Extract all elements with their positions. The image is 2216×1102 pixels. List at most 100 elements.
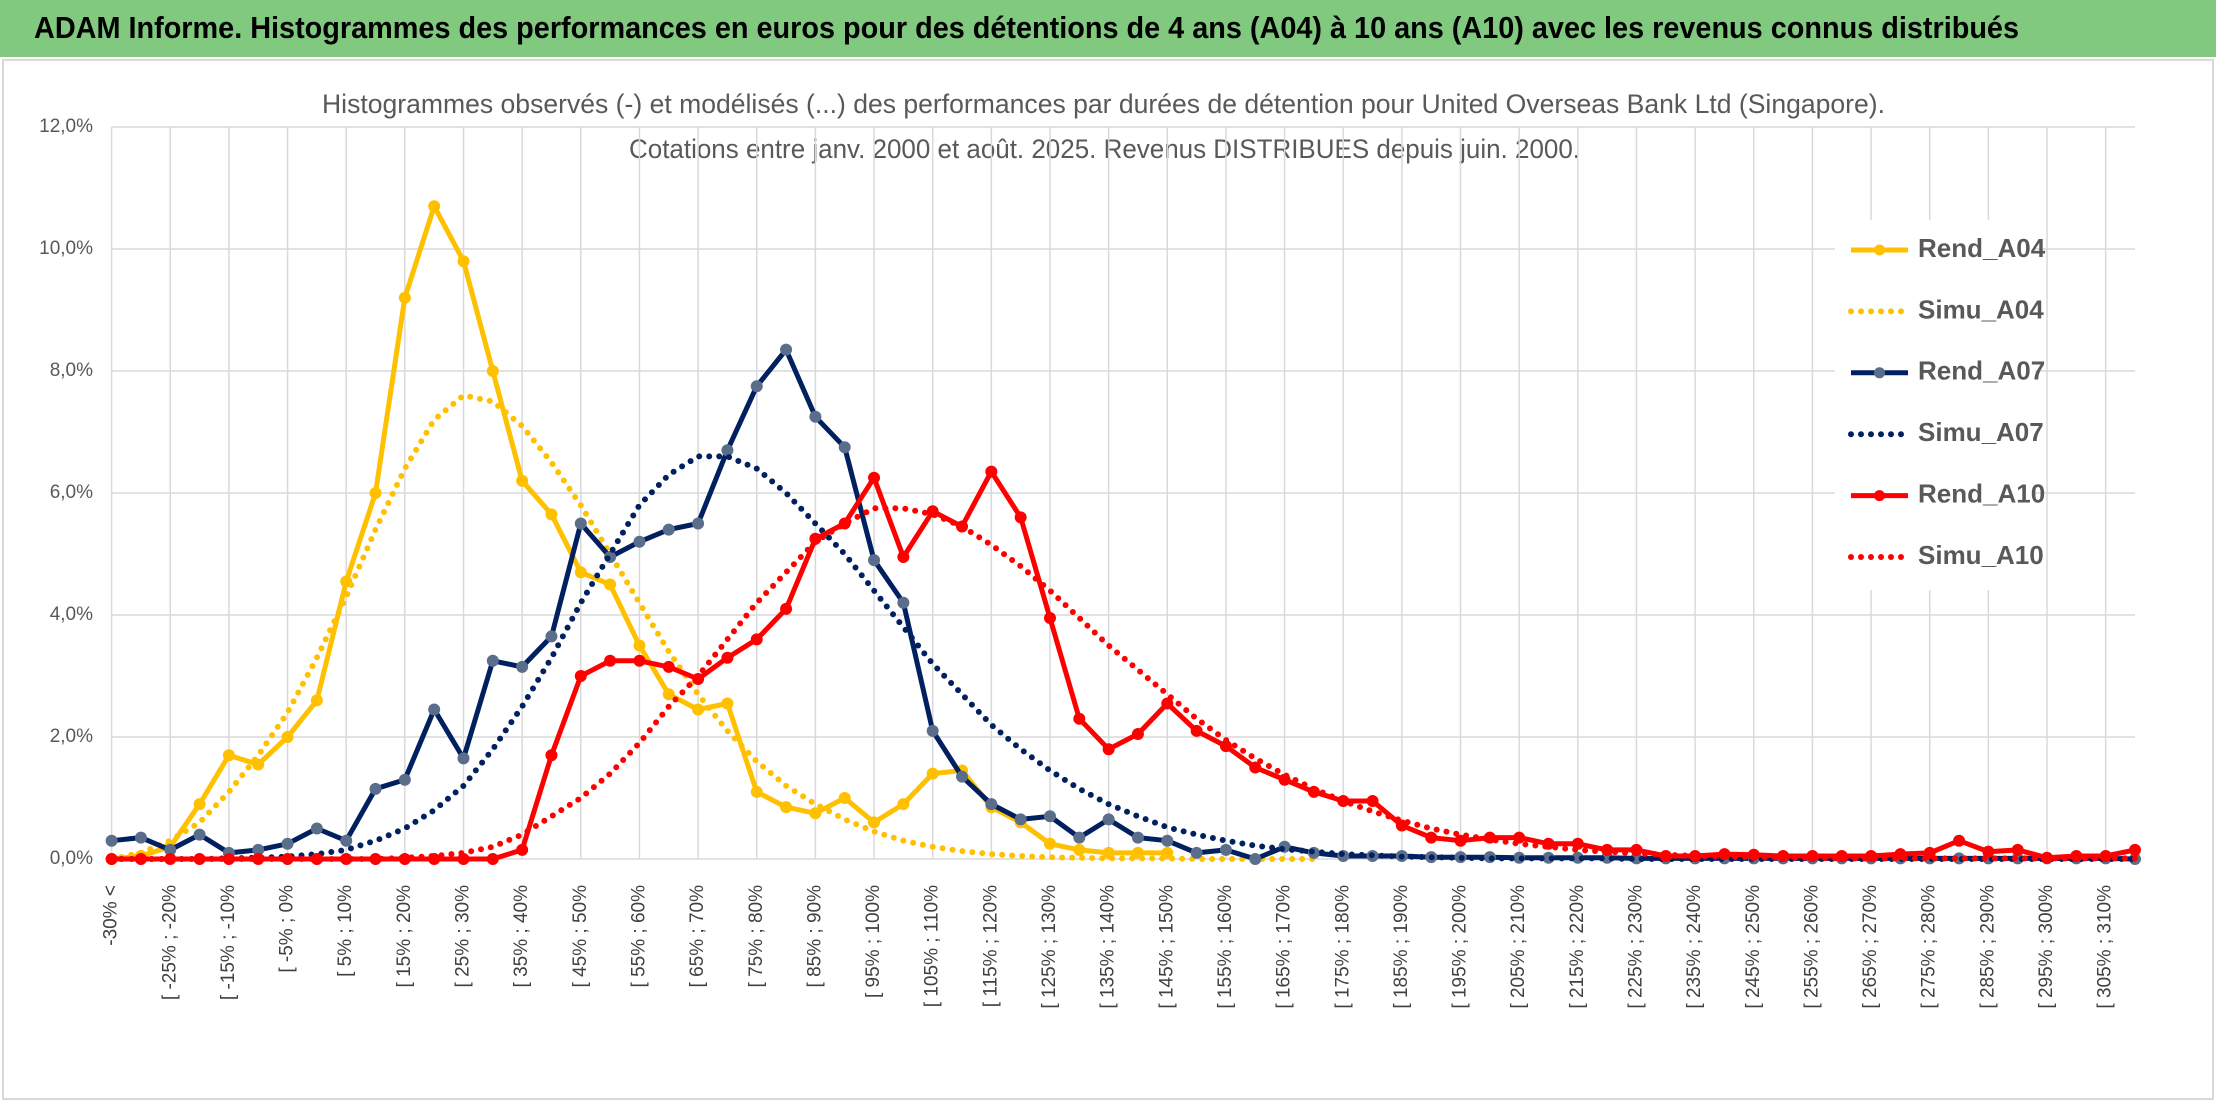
data-point xyxy=(1014,511,1027,524)
data-point xyxy=(838,792,851,804)
grid: 0,0% 2,0% 4,0% 6,0% 8,0% 10,0% 12,0% -30% < [ -2… xyxy=(39,116,2135,1009)
y-tick-label: 4,0% xyxy=(50,604,93,625)
data-point xyxy=(692,703,705,716)
data-point xyxy=(1131,846,1144,859)
chart-title: ADAM Informe. Histogrammes des performan… xyxy=(34,10,2019,45)
chart-subtitle: Cotations entre janv. 2000 et août. 2025… xyxy=(629,134,1580,164)
x-tick-label: [ 195% ; 200% xyxy=(1450,885,1471,1009)
data-point xyxy=(281,837,294,850)
x-tick-label: [ 55% ; 60% xyxy=(628,885,649,988)
data-point xyxy=(868,471,881,484)
data-point xyxy=(574,670,587,682)
data-point xyxy=(750,633,763,646)
data-point xyxy=(868,816,881,829)
data-point xyxy=(1953,834,1966,847)
data-point xyxy=(1923,846,1936,859)
x-tick-label: [ 295% ; 300% xyxy=(2036,885,2057,1009)
x-tick-label: [ 145% ; 150% xyxy=(1156,885,1177,1009)
data-point xyxy=(662,660,675,673)
x-tick-label: [ 185% ; 190% xyxy=(1391,885,1412,1009)
data-point xyxy=(574,566,587,579)
series-line xyxy=(108,453,2138,862)
data-point xyxy=(1161,697,1174,710)
series-line xyxy=(108,505,2138,862)
x-tick-label: [ 75% ; 80% xyxy=(746,885,767,988)
data-point xyxy=(340,834,353,847)
x-tick-label: [ 35% ; 40% xyxy=(511,885,532,988)
data-point xyxy=(692,517,705,530)
data-point xyxy=(750,785,763,798)
x-tick-label: [ 255% ; 260% xyxy=(1801,885,1822,1009)
data-point xyxy=(633,639,646,652)
x-tick-label: [ 125% ; 130% xyxy=(1039,885,1060,1009)
x-tick-label: [ 95% ; 100% xyxy=(863,885,884,998)
data-point xyxy=(1131,831,1144,844)
data-point xyxy=(1513,831,1526,844)
data-point xyxy=(897,551,910,564)
data-point xyxy=(926,724,939,737)
data-point xyxy=(1366,795,1379,808)
data-point xyxy=(1161,834,1174,847)
x-tick-label: [ 85% ; 90% xyxy=(804,885,825,988)
legend-label: Rend_A07 xyxy=(1918,356,2045,386)
data-point xyxy=(662,688,675,701)
data-point xyxy=(633,535,646,548)
data-point xyxy=(809,807,822,820)
legend: Rend_A04 Simu_A04 Rend_A07 Simu_A07 Rend_A10… xyxy=(1835,220,2046,590)
data-point xyxy=(545,630,558,643)
data-point xyxy=(868,554,881,567)
data-point xyxy=(1190,724,1203,737)
x-tick-label: -30% < xyxy=(101,885,122,946)
data-point xyxy=(750,380,763,393)
data-point xyxy=(486,365,499,377)
chart-subtitle: Histogrammes observés (-) et modélisés (… xyxy=(322,89,1885,119)
legend-label: Rend_A10 xyxy=(1918,478,2045,508)
x-tick-label: [ 5% ; 10% xyxy=(335,885,356,977)
data-point xyxy=(281,731,294,743)
data-point xyxy=(985,465,998,478)
x-tick-label: [ 25% ; 30% xyxy=(453,885,474,988)
x-tick-label: [ 245% ; 250% xyxy=(1743,885,1764,1009)
data-point xyxy=(1982,845,1995,858)
legend-label: Rend_A04 xyxy=(1918,233,2046,263)
chart-frame xyxy=(2,59,2214,1100)
data-point xyxy=(486,853,499,865)
data-point xyxy=(897,798,910,811)
data-point xyxy=(1073,712,1086,725)
legend-label: Simu_A04 xyxy=(1918,294,2044,324)
data-point xyxy=(1131,727,1144,740)
x-tick-label: [ -25% ; -20% xyxy=(159,885,180,1000)
data-point xyxy=(398,291,411,304)
data-point xyxy=(457,255,470,268)
data-point xyxy=(1425,831,1438,844)
data-point xyxy=(780,602,793,615)
x-tick-label: [ 285% ; 290% xyxy=(1977,885,1998,1009)
data-point xyxy=(1073,843,1086,856)
data-point xyxy=(369,782,382,795)
title-bar xyxy=(0,0,2216,57)
x-tick-label: [ -15% ; -10% xyxy=(218,885,239,1000)
data-point xyxy=(545,508,558,521)
y-tick-label: 6,0% xyxy=(50,482,93,503)
x-tick-label: [ 165% ; 170% xyxy=(1274,885,1295,1009)
data-point xyxy=(486,654,499,667)
y-tick-label: 12,0% xyxy=(39,116,93,137)
data-point xyxy=(1190,846,1203,859)
x-tick-label: [ 15% ; 20% xyxy=(394,885,415,988)
data-point xyxy=(1043,837,1056,850)
data-point xyxy=(604,654,617,667)
data-point xyxy=(1043,612,1056,625)
data-point xyxy=(428,200,441,213)
data-point xyxy=(516,843,529,856)
data-point xyxy=(1219,843,1232,856)
data-point xyxy=(222,749,235,762)
data-point xyxy=(369,487,382,499)
data-point xyxy=(1014,813,1027,826)
legend-label: Simu_A10 xyxy=(1918,540,2044,570)
legend-marker xyxy=(1874,490,1885,502)
data-point xyxy=(780,801,793,814)
x-tick-label: [ -5% ; 0% xyxy=(277,885,298,973)
series-line xyxy=(111,469,2136,862)
